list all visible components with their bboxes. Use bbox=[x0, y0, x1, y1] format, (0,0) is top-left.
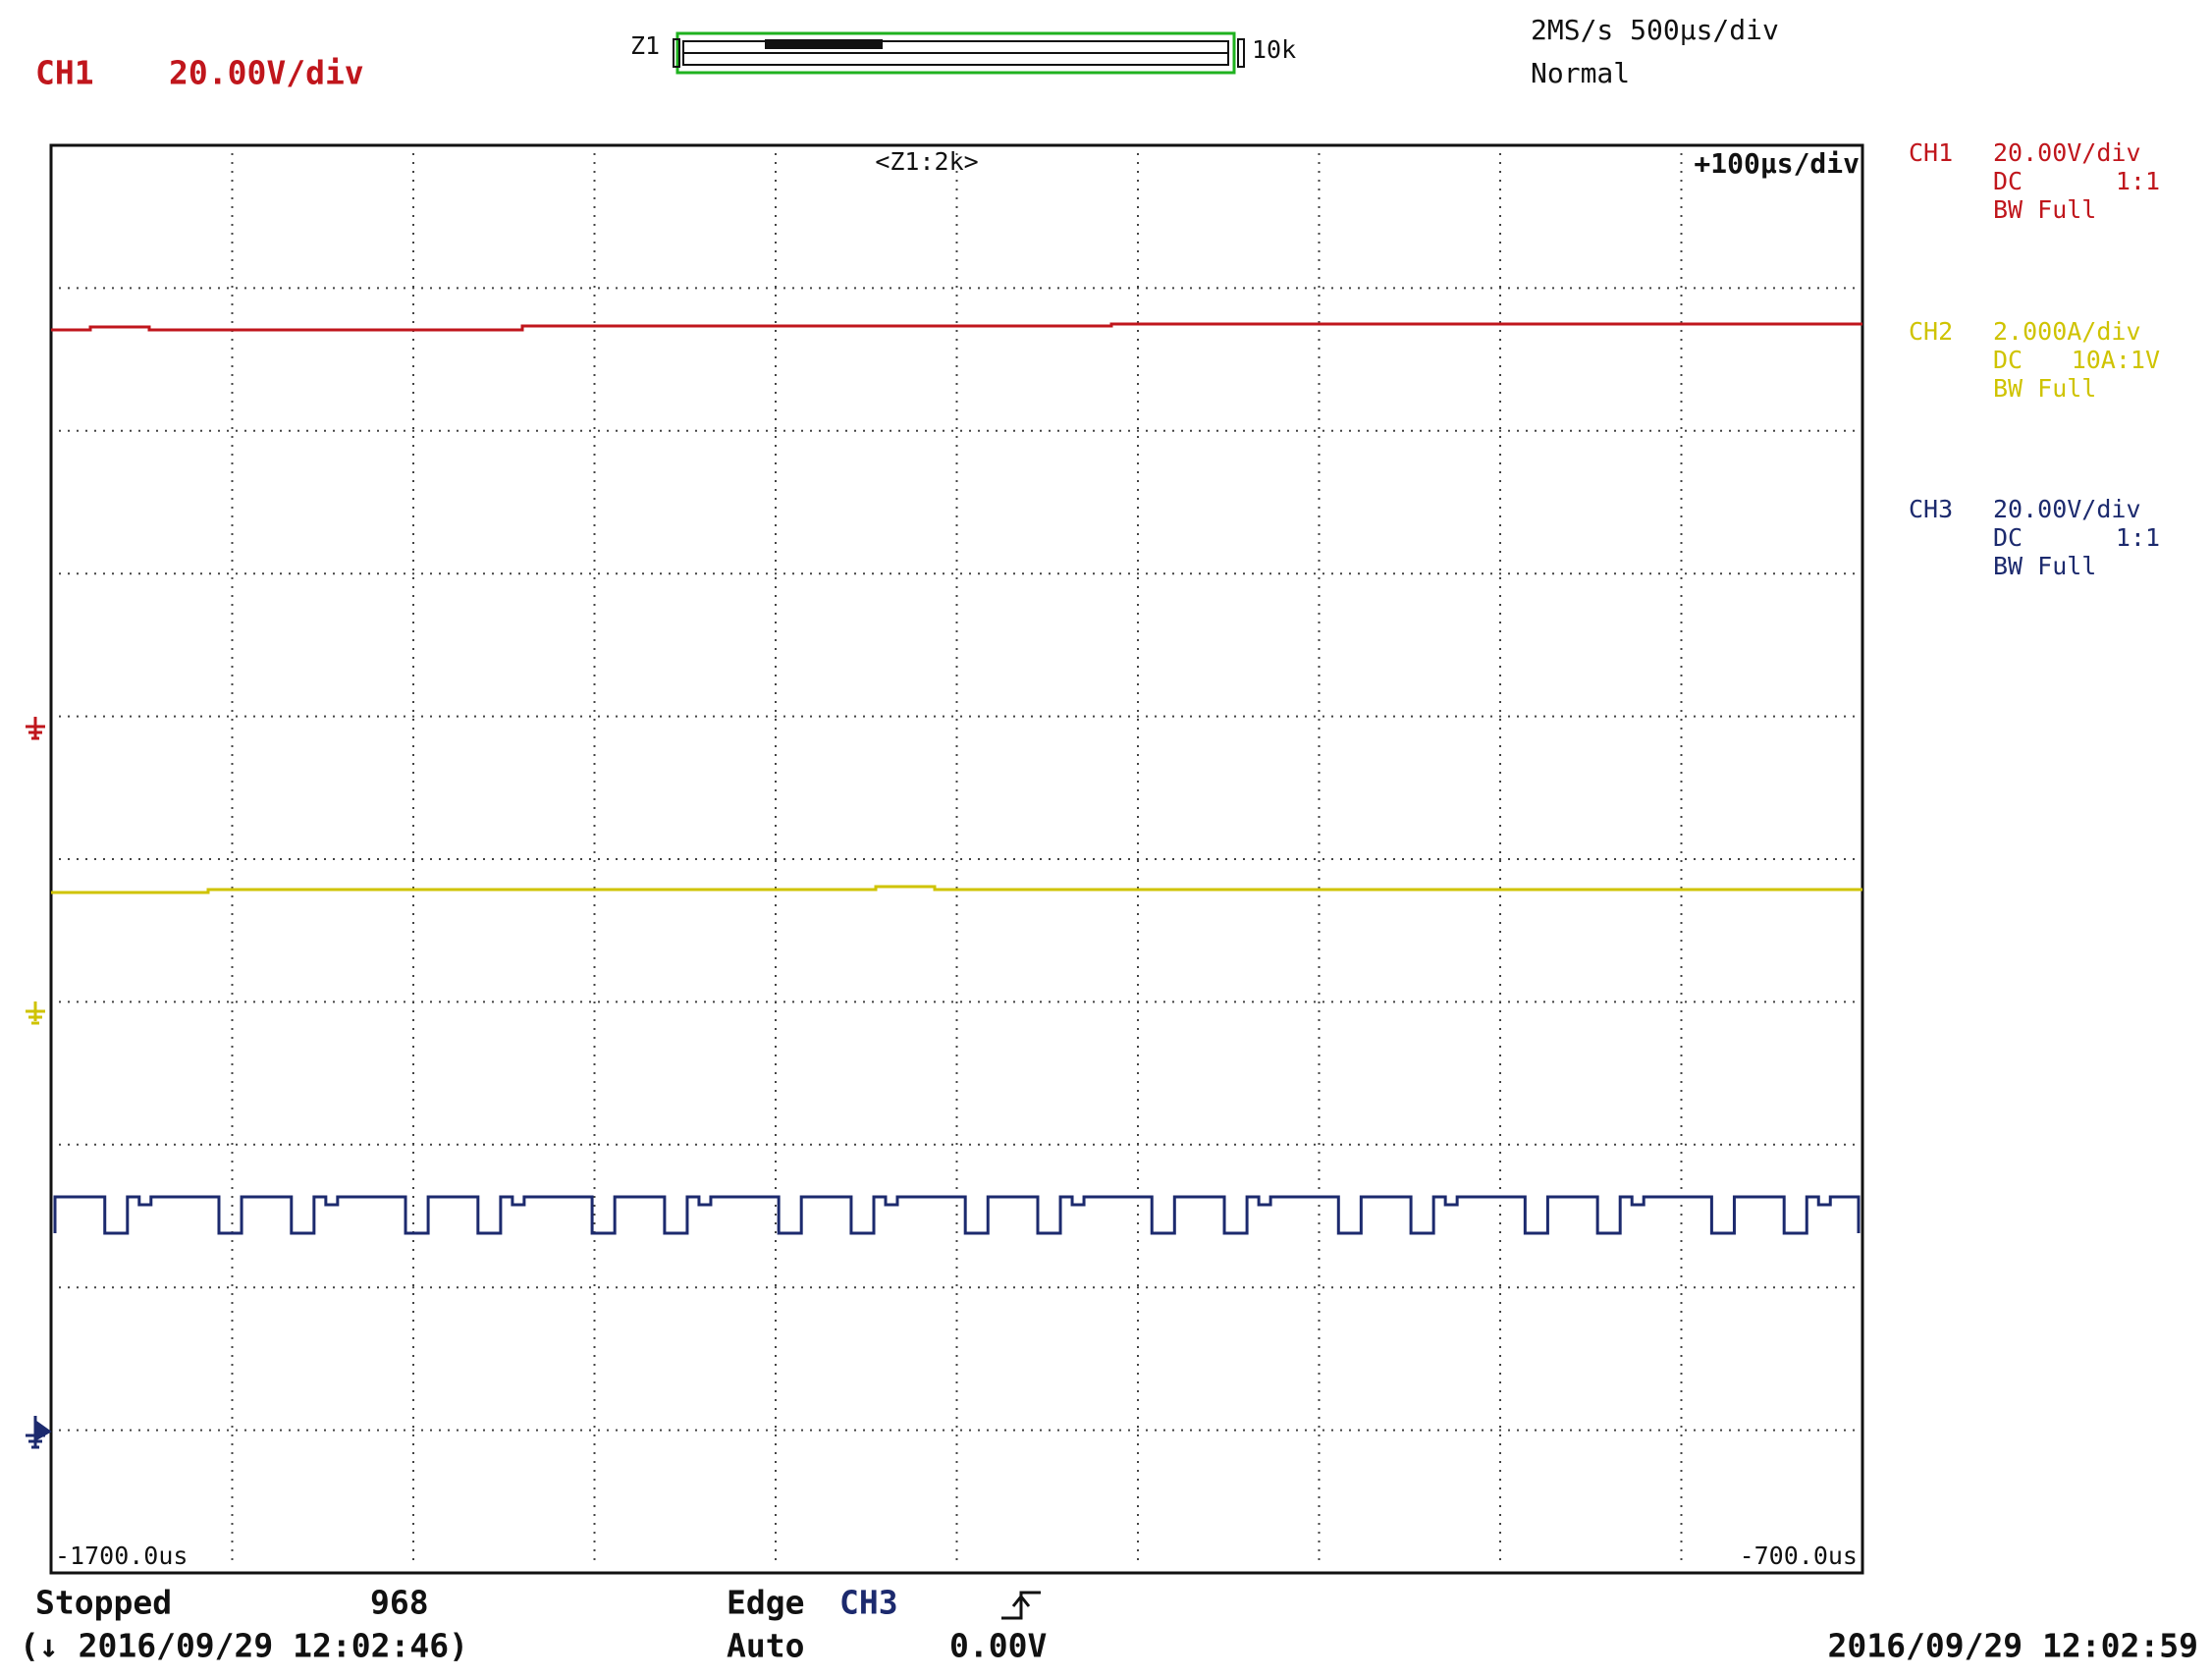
zoom-scale: +100µs/div bbox=[1694, 147, 1860, 180]
zoom-right: 10k bbox=[1252, 35, 1296, 64]
status: Stopped bbox=[35, 1584, 172, 1622]
ch2-trace bbox=[51, 885, 1862, 894]
channel-probe: 10A:1V bbox=[2072, 346, 2160, 374]
channel-name: CH2 bbox=[1909, 317, 1953, 346]
channel-probe: 1:1 bbox=[2116, 167, 2160, 195]
ch3-trace bbox=[53, 1195, 1861, 1235]
header-channel: CH1 bbox=[35, 54, 94, 92]
screen-frame bbox=[49, 143, 1864, 1575]
zoom-info: <Z1:2k> bbox=[875, 147, 978, 176]
sample-rate: 2MS/s 500µs/div bbox=[1531, 14, 1779, 46]
channel-bandwidth: BW Full bbox=[1993, 552, 2096, 580]
zoom-left: Z1 bbox=[630, 31, 660, 60]
grid bbox=[59, 153, 1855, 1565]
channel-name: CH1 bbox=[1909, 138, 1953, 167]
channel-scale: 20.00V/div bbox=[1993, 495, 2141, 523]
channel-bandwidth: BW Full bbox=[1993, 195, 2096, 224]
ch1-trace bbox=[51, 322, 1862, 332]
channel-coupling: DC bbox=[1993, 167, 2023, 195]
count: 968 bbox=[370, 1584, 429, 1622]
channel-coupling: DC bbox=[1993, 523, 2023, 552]
trigger-type: Edge bbox=[727, 1584, 804, 1622]
time-end: -700.0us bbox=[1740, 1542, 1858, 1570]
time-start: -1700.0us bbox=[55, 1542, 188, 1570]
end-time: 2016/09/29 12:02:59 bbox=[1828, 1627, 2199, 1665]
ground-markers bbox=[26, 717, 52, 1449]
trigger-source: CH3 bbox=[839, 1584, 898, 1622]
start-time: (↓ 2016/09/29 12:02:46) bbox=[20, 1627, 468, 1665]
channel-name: CH3 bbox=[1909, 495, 1953, 523]
acq-mode: Normal bbox=[1531, 57, 1630, 89]
channel-coupling: DC bbox=[1993, 346, 2023, 374]
channel-probe: 1:1 bbox=[2116, 523, 2160, 552]
channel-bandwidth: BW Full bbox=[1993, 374, 2096, 403]
trigger-level: 0.00V bbox=[949, 1627, 1047, 1665]
channel-scale: 20.00V/div bbox=[1993, 138, 2141, 167]
zoom-bar bbox=[673, 31, 1245, 75]
channel-scale: 2.000A/div bbox=[1993, 317, 2141, 346]
trigger-slope-icon bbox=[1001, 1591, 1041, 1620]
traces bbox=[51, 322, 1862, 1235]
header-scale: 20.00V/div bbox=[169, 54, 364, 92]
trigger-mode: Auto bbox=[727, 1627, 804, 1665]
